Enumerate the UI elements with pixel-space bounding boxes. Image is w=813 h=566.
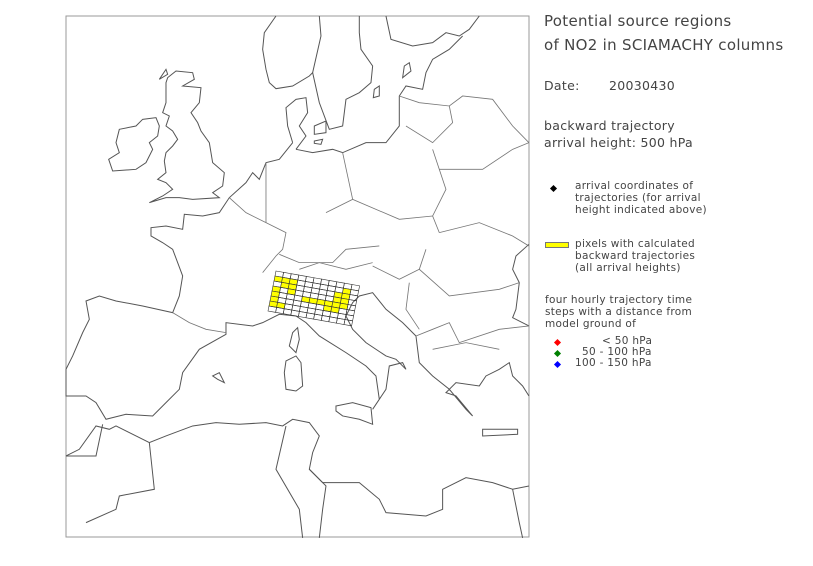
legend-line: steps with a distance from [545, 305, 692, 318]
africa-borders [66, 424, 524, 539]
legend-steps-header: four hourly trajectory time steps with a… [545, 294, 693, 330]
ireland [108, 117, 160, 172]
danish-islands [313, 61, 412, 145]
legend-line: (all arrival heights) [575, 261, 681, 274]
date-label: Date: [544, 78, 580, 93]
legend-line: pixels with calculated [575, 238, 696, 250]
great-britain [149, 70, 225, 204]
pixel-grid [267, 270, 360, 327]
title-line-1: Potential source regions [544, 12, 732, 30]
norway-sweden-border [312, 15, 322, 73]
legend-line: trajectories (for arrival [575, 191, 701, 204]
legend-line: backward trajectories [575, 249, 696, 262]
step-label-1: < 50 hPa [602, 335, 653, 347]
scandinavia [262, 15, 374, 130]
finland-coast [385, 15, 480, 47]
date-value: 20030430 [609, 78, 676, 93]
baltic-coast [295, 35, 463, 154]
trajectory-pixel [343, 319, 353, 327]
legend-line: height indicated above) [575, 203, 707, 216]
legend-line: model ground of [545, 317, 637, 330]
legend-pixels-text: pixels with calculated backward trajecto… [575, 238, 696, 274]
trajectory-type: backward trajectory [544, 118, 675, 133]
islands [158, 68, 519, 437]
title-line-2: of NO2 in SCIAMACHY columns [544, 36, 784, 54]
map-frame [65, 15, 530, 538]
arrival-height: arrival height: 500 hPa [544, 135, 694, 150]
legend-line: four hourly trajectory time [545, 294, 693, 306]
africa-coast [65, 418, 530, 517]
west-coast [65, 142, 530, 420]
denmark [285, 97, 309, 150]
step-label-2: 50 - 100 hPa [582, 346, 652, 358]
legend-arrival-text: arrival coordinates of trajectories (for… [575, 180, 707, 216]
legend-line: arrival coordinates of [575, 180, 694, 192]
borders [172, 95, 530, 350]
pixel-swatch-icon [545, 242, 569, 248]
step-label-3: 100 - 150 hPa [575, 357, 652, 369]
